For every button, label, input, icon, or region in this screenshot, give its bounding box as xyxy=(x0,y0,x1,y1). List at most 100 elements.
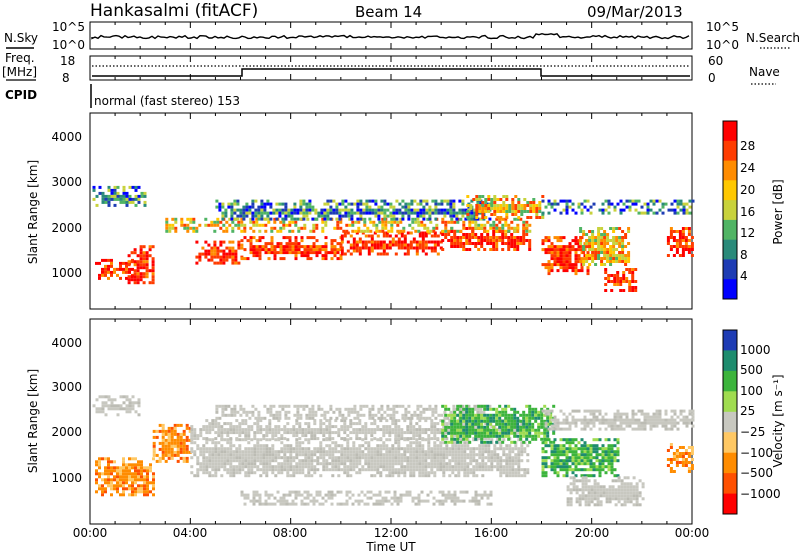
velocity-cell xyxy=(649,424,653,428)
power-cell xyxy=(224,214,228,218)
velocity-cell xyxy=(463,441,467,445)
power-cell xyxy=(125,261,128,265)
power-cell xyxy=(582,233,586,236)
power-cell xyxy=(550,269,554,273)
velocity-cell xyxy=(544,441,548,445)
velocity-cell xyxy=(182,459,186,463)
power-cell xyxy=(312,251,316,255)
power-cell xyxy=(234,255,238,259)
power-cell xyxy=(151,272,155,276)
power-cell xyxy=(466,216,470,219)
velocity-cell xyxy=(388,438,392,442)
velocity-cell xyxy=(544,462,548,466)
power-cell xyxy=(446,211,450,215)
power-cell xyxy=(240,220,244,224)
power-cell xyxy=(302,208,306,212)
power-cell xyxy=(210,246,214,250)
power-cell xyxy=(299,217,303,221)
velocity-cell xyxy=(492,416,496,420)
velocity-cell xyxy=(543,419,547,423)
velocity-cell xyxy=(376,453,380,457)
velocity-cell xyxy=(427,444,431,448)
power-cell xyxy=(634,280,638,283)
power-cell xyxy=(230,208,234,212)
velocity-cell xyxy=(305,413,309,417)
velocity-cell xyxy=(450,428,454,432)
velocity-cell xyxy=(574,418,578,422)
power-cell xyxy=(233,208,237,212)
velocity-cell xyxy=(361,468,365,472)
velocity-cell xyxy=(116,472,119,476)
power-cell xyxy=(204,252,208,256)
velocity-cell xyxy=(308,410,312,414)
power-cell xyxy=(303,254,307,258)
velocity-cell xyxy=(185,423,189,427)
velocity-cell xyxy=(358,422,362,426)
power-cell xyxy=(453,236,457,239)
velocity-cell xyxy=(556,459,560,463)
power-cell xyxy=(597,236,601,239)
velocity-cell xyxy=(439,428,443,432)
velocity-cell xyxy=(553,456,557,460)
power-cell xyxy=(148,248,152,252)
velocity-cell xyxy=(450,437,454,441)
power-cell xyxy=(311,217,315,221)
power-cell xyxy=(624,257,628,260)
power-cell xyxy=(228,252,232,256)
velocity-cell xyxy=(454,468,458,472)
velocity-cell xyxy=(559,465,563,469)
velocity-cell xyxy=(244,434,248,438)
velocity-cell xyxy=(367,459,371,463)
power-cell xyxy=(392,205,396,209)
velocity-cell xyxy=(205,437,209,441)
velocity-cell xyxy=(158,441,162,445)
velocity-cell xyxy=(146,493,149,497)
power-cell xyxy=(477,248,481,251)
velocity-cell xyxy=(304,450,308,454)
velocity-cell xyxy=(287,410,291,414)
velocity-cell xyxy=(383,416,387,420)
power-cell xyxy=(349,234,353,238)
power-cell xyxy=(622,280,626,283)
velocity-cell xyxy=(540,422,544,426)
velocity-cell xyxy=(460,459,464,463)
velocity-cell xyxy=(484,447,488,451)
velocity-cell xyxy=(433,441,437,445)
velocity-cell xyxy=(250,471,254,475)
power-cell xyxy=(145,263,149,267)
velocity-cell xyxy=(214,444,218,448)
velocity-cell xyxy=(452,407,456,411)
velocity-cell xyxy=(495,434,499,438)
power-cell xyxy=(484,210,488,213)
velocity-cell xyxy=(574,438,578,442)
power-cell xyxy=(441,248,445,251)
velocity-cell xyxy=(316,437,320,441)
velocity-cell xyxy=(146,466,149,470)
velocity-cell xyxy=(526,453,530,457)
power-cell xyxy=(499,204,503,207)
velocity-cell xyxy=(176,453,180,457)
velocity-cell xyxy=(278,413,282,417)
velocity-cell xyxy=(355,450,359,454)
velocity-cell xyxy=(472,471,476,475)
power-cell xyxy=(395,199,399,203)
velocity-cell xyxy=(110,407,114,411)
velocity-cell xyxy=(359,407,363,411)
velocity-cell xyxy=(119,395,123,399)
power-cell xyxy=(422,217,426,221)
velocity-cell xyxy=(367,465,371,469)
power-cell xyxy=(550,205,554,209)
velocity-cell xyxy=(673,424,677,428)
velocity-cell xyxy=(286,422,290,426)
power-cell xyxy=(383,202,387,206)
velocity-cell xyxy=(508,459,512,463)
velocity-cell xyxy=(101,410,105,414)
power-cell xyxy=(363,217,367,221)
velocity-cell xyxy=(433,431,437,435)
power-cell xyxy=(440,202,444,206)
velocity-cell xyxy=(137,398,141,402)
velocity-cell xyxy=(540,419,544,423)
velocity-cell xyxy=(553,427,557,431)
velocity-cell xyxy=(353,407,357,411)
power-cell xyxy=(574,260,578,264)
